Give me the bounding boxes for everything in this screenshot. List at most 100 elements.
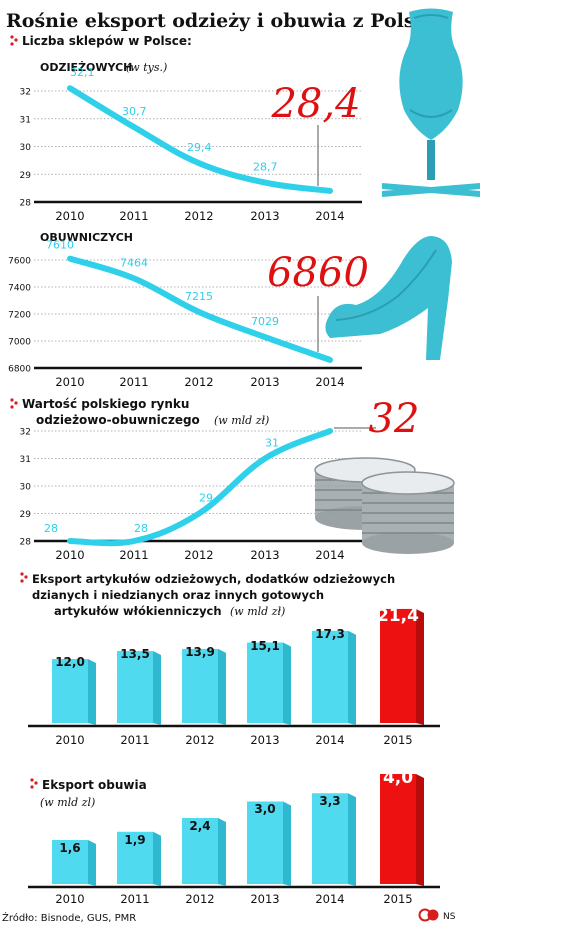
- x-tick-label: 2015: [383, 733, 412, 747]
- bar-side: [218, 818, 226, 886]
- bar-value: 12,0: [55, 655, 85, 669]
- series-line: [67, 255, 333, 363]
- x-tick-label: 2011: [119, 375, 148, 389]
- mannequin-illustration: [382, 8, 480, 197]
- x-tick-label: 2013: [250, 375, 279, 389]
- x-tick-label: 2014: [315, 733, 344, 747]
- series-unit: (w tys.): [126, 61, 167, 74]
- x-tick-label: 2010: [55, 892, 84, 906]
- y-tick-label: 31: [20, 115, 31, 125]
- bar-side: [218, 648, 226, 725]
- bar-value: 1,6: [59, 841, 80, 855]
- coin-stack-right: [361, 471, 455, 554]
- bar: [247, 642, 283, 723]
- data-label: 29: [199, 492, 213, 505]
- series-label: ODZIEŻOWYCH: [40, 60, 132, 74]
- bar: [117, 651, 153, 723]
- y-tick-label: 30: [20, 483, 32, 493]
- y-tick-label: 30: [20, 143, 32, 153]
- export-shoes-heading-marker: [30, 778, 38, 789]
- x-tick-label: 2013: [250, 209, 279, 223]
- bar-value: 1,9: [124, 833, 145, 847]
- x-tick-label: 2013: [250, 733, 279, 747]
- x-tick-label: 2010: [55, 548, 84, 562]
- data-label: 32,1: [70, 66, 95, 79]
- x-tick-label: 2012: [184, 548, 213, 562]
- coin-stacks-illustration: [314, 457, 455, 554]
- series-label: OBUWNICZYCH: [40, 231, 133, 244]
- x-tick-label: 2015: [383, 892, 412, 906]
- x-tick-label: 2014: [315, 892, 344, 906]
- y-tick-label: 7000: [8, 338, 31, 348]
- bar: [182, 818, 218, 884]
- logo-text: NS: [443, 912, 456, 922]
- clothing-export-bar-chart: 12,0 2010 13,5 2011 13,9 2012 15,1 2013 17,3 2014…: [28, 606, 440, 747]
- bar: [52, 840, 88, 884]
- bar-value: 13,9: [185, 645, 215, 659]
- x-tick-label: 2013: [250, 892, 279, 906]
- bar-side: [348, 630, 356, 725]
- export-clothes-heading-line-2: dzianych i niedzianych oraz innych gotow…: [32, 588, 324, 602]
- bar-side: [153, 831, 161, 886]
- bar-side: [88, 659, 96, 725]
- data-label: 29,4: [187, 141, 212, 154]
- stores-heading: Liczba sklepów w Polsce:: [22, 34, 192, 48]
- export-clothes-heading-line-3: artykułów włókienniczych: [54, 604, 222, 618]
- bar-value: 17,3: [315, 627, 345, 641]
- x-tick-label: 2011: [119, 548, 148, 562]
- highlight-bar-value: 4,0: [383, 768, 413, 788]
- market-heading-line-1: Wartość polskiego rynku: [22, 397, 189, 411]
- x-tick-label: 2014: [315, 209, 344, 223]
- y-tick-label: 7600: [8, 257, 31, 267]
- bar-side: [348, 793, 356, 886]
- x-tick-label: 2012: [185, 892, 214, 906]
- x-tick-label: 2010: [55, 209, 84, 223]
- publisher-logo: NS: [418, 908, 456, 922]
- high-heel-shoe-illustration: [325, 236, 452, 360]
- bar-value: 2,4: [189, 819, 210, 833]
- y-tick-label: 29: [20, 510, 32, 520]
- y-tick-label: 32: [20, 88, 31, 98]
- y-tick-label: 32: [20, 428, 31, 438]
- export-shoes-heading: Eksport obuwia: [42, 778, 147, 792]
- clothing-stores-line-chart: ODZIEŻOWYCH(w tys.) 28 29 30 31 32 2010 2011 201…: [20, 60, 362, 223]
- y-tick-label: 28: [20, 538, 32, 548]
- bar-value: 3,0: [254, 802, 275, 816]
- bar: [117, 831, 153, 884]
- market-heading-marker: [10, 398, 18, 409]
- y-tick-label: 31: [20, 455, 31, 465]
- bar: [380, 608, 416, 723]
- highlight-value: 6860: [267, 250, 369, 296]
- stores-heading-marker: [10, 35, 18, 46]
- x-tick-label: 2011: [119, 209, 148, 223]
- data-label: 28,7: [253, 161, 278, 174]
- data-label: 7215: [185, 290, 213, 303]
- x-tick-label: 2013: [250, 548, 279, 562]
- data-label: 7464: [120, 256, 148, 269]
- series-line: [67, 85, 333, 194]
- data-label: 7610: [46, 239, 74, 252]
- shoe-export-bar-chart: 1,6 2010 1,9 2011 2,4 2012 3,0 2013 3,3 2014 4,0 20…: [28, 768, 440, 906]
- x-tick-label: 2012: [184, 209, 213, 223]
- bar-side: [416, 774, 424, 886]
- data-label: 28: [134, 522, 148, 535]
- y-tick-label: 7400: [8, 284, 31, 294]
- highlight-value: 28,4: [270, 81, 360, 127]
- x-tick-label: 2010: [55, 733, 84, 747]
- bar: [312, 630, 348, 723]
- shoe-stores-line-chart: OBUWNICZYCH 6800 7000 7200 7400 7600 2010 2011 2…: [8, 231, 369, 389]
- x-tick-label: 2014: [315, 548, 344, 562]
- market-heading-line-2: odzieżowo-obuwniczego: [36, 413, 200, 427]
- y-tick-label: 7200: [8, 311, 31, 321]
- highlight-value: 32: [369, 396, 420, 442]
- bar: [312, 793, 348, 884]
- x-tick-label: 2012: [184, 375, 213, 389]
- highlight-bar-value: 21,4: [377, 606, 419, 626]
- bar: [182, 648, 218, 723]
- page-title: Rośnie eksport odzieży i obuwia z Polski: [6, 10, 435, 32]
- bar: [247, 801, 283, 884]
- bar-side: [88, 840, 96, 886]
- y-tick-label: 29: [20, 171, 32, 181]
